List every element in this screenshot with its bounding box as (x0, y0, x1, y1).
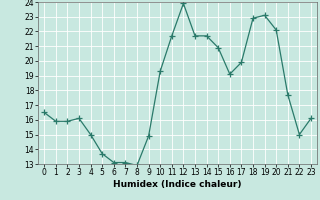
X-axis label: Humidex (Indice chaleur): Humidex (Indice chaleur) (113, 180, 242, 189)
